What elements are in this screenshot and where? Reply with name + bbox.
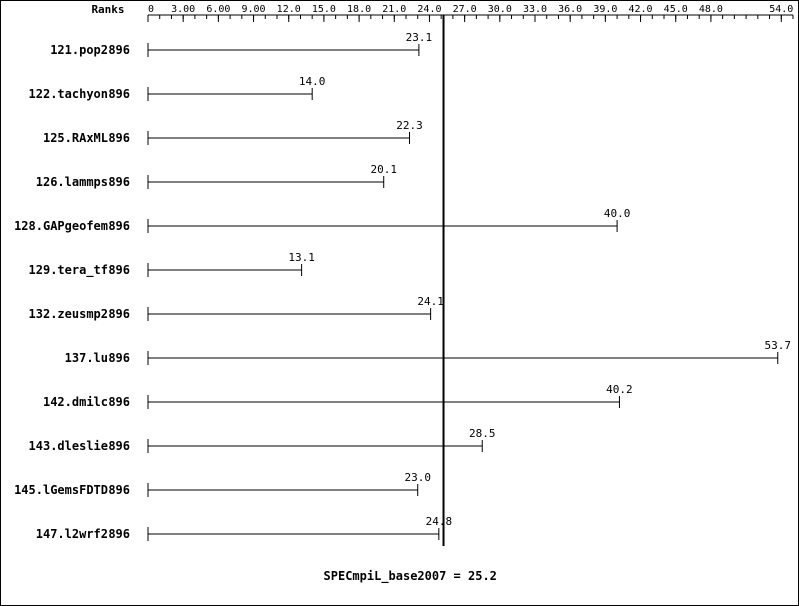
row-label: 143.dleslie	[29, 439, 108, 453]
row-label: 147.l2wrf2	[36, 527, 108, 541]
axis-tick-label: 24.0	[417, 4, 441, 15]
bar-value-label: 40.0	[604, 207, 631, 220]
bar-value-label: 22.3	[396, 119, 423, 132]
row-ranks: 896	[108, 219, 130, 233]
row-label: 126.lammps	[36, 175, 108, 189]
row-ranks: 896	[108, 131, 130, 145]
axis-tick-label: 3.00	[171, 4, 195, 15]
axis-tick-label: 39.0	[593, 4, 617, 15]
row-ranks: 896	[108, 351, 130, 365]
row-ranks: 896	[108, 439, 130, 453]
axis-tick-label: 15.0	[312, 4, 336, 15]
axis-tick-label: 48.0	[699, 4, 723, 15]
axis-tick-label: 33.0	[523, 4, 547, 15]
axis-tick-label: 27.0	[453, 4, 477, 15]
axis-tick-label: 30.0	[488, 4, 512, 15]
axis-tick-label: 21.0	[382, 4, 406, 15]
row-label: 122.tachyon	[29, 87, 108, 101]
row-ranks: 896	[108, 87, 130, 101]
axis-tick-label: 12.0	[277, 4, 301, 15]
row-label: 137.lu	[65, 351, 108, 365]
bar-value-label: 23.1	[406, 31, 433, 44]
row-label: 129.tera_tf	[29, 263, 108, 278]
footer-label: SPECmpiL_base2007 = 25.2	[324, 569, 497, 584]
axis-tick-label: 0	[148, 4, 154, 15]
axis-tick-label: 45.0	[664, 4, 688, 15]
axis-tick-label: 9.00	[241, 4, 265, 15]
row-label: 145.lGemsFDTD	[14, 483, 108, 497]
axis-tick-label: 42.0	[628, 4, 652, 15]
axis-tick-label: 6.00	[206, 4, 230, 15]
row-ranks: 896	[108, 263, 130, 277]
row-ranks: 896	[108, 175, 130, 189]
ranks-header: Ranks	[91, 3, 124, 16]
bar-value-label: 24.1	[417, 295, 444, 308]
row-label: 142.dmilc	[43, 395, 108, 409]
bar-value-label: 20.1	[370, 163, 397, 176]
axis-tick-label: 36.0	[558, 4, 582, 15]
row-label: 132.zeusmp2	[29, 307, 108, 321]
benchmark-chart: 0 3.00 6.00 9.00 12.0 15.0 18.0 21.0 24.0 27.0 30.…	[0, 0, 799, 606]
row-ranks: 896	[108, 527, 130, 541]
row-ranks: 896	[108, 395, 130, 409]
bar-value-label: 28.5	[469, 427, 496, 440]
axis-tick-label: 18.0	[347, 4, 371, 15]
row-ranks: 896	[108, 307, 130, 321]
row-label: 128.GAPgeofem	[14, 219, 108, 233]
row-ranks: 896	[108, 43, 130, 57]
bar-value-label: 24.8	[426, 515, 453, 528]
row-label: 125.RAxML	[43, 131, 108, 145]
bar-value-label: 23.0	[404, 471, 431, 484]
row-label: 121.pop2	[50, 43, 108, 57]
bar-value-label: 14.0	[299, 75, 326, 88]
bar-value-label: 40.2	[606, 383, 633, 396]
bar-value-label: 13.1	[288, 251, 315, 264]
bar-value-label: 53.7	[765, 339, 792, 352]
row-ranks: 896	[108, 483, 130, 497]
axis-tick-label: 54.0	[769, 4, 793, 15]
